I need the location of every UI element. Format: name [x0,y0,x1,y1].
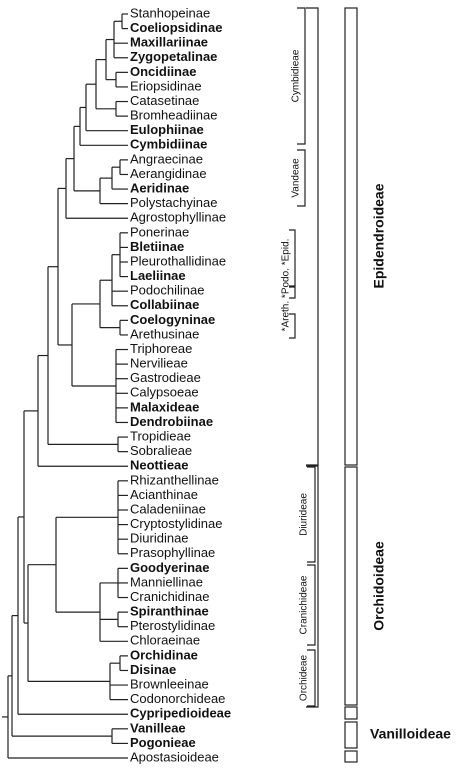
subfamily-box [344,466,358,706]
taxon-label: Eriopsidinae [130,78,202,93]
bracket [306,7,319,466]
taxon-label: Pterostylidinae [130,618,215,633]
taxon-label: Brownleeinae [130,676,209,691]
taxon-label: Cryptostylidinae [130,516,223,531]
taxon-label: Gastrodieae [130,370,201,385]
taxon-label: Cranichidinae [130,589,210,604]
taxon-label: Catasetinae [130,93,199,108]
taxon-label: Arethusinae [130,326,199,341]
taxon-label: Bromheadiinae [130,108,217,123]
bracket [297,7,306,145]
taxon-label: Pogonieae [130,735,196,750]
taxon-label: Ponerinae [130,224,189,239]
bracket [297,149,306,207]
taxon-label: Sobralieae [130,443,192,458]
taxon-label: Coeliopsidinae [130,20,222,35]
tribe-label: *Areth. *Podo. *Epid. [281,239,292,332]
taxon-label: Angraecinae [130,151,203,166]
subfamily-box [344,7,358,466]
subfamily-label: Epidendroideae [371,183,387,288]
taxon-label: Triphoreae [130,341,192,356]
taxon-label: Acianthinae [130,487,198,502]
taxon-label: Laeliinae [130,268,186,283]
taxon-label: Spiranthinae [130,604,209,619]
taxon-label: Malaxideae [130,399,199,414]
taxon-label: Oncidiinae [130,64,196,79]
bracket [289,229,296,287]
bracket [306,465,319,708]
taxon-label: Calypsoeae [130,385,199,400]
taxon-label: Aeridinae [130,180,189,195]
tribe-label: Cymbidieae [291,49,302,102]
subfamily-box [344,721,358,749]
taxon-label: Manniellinae [130,574,203,589]
taxon-label: Aerangidinae [130,166,207,181]
tribe-label: Vandeae [291,158,302,198]
taxon-label: Maxillariinae [130,35,208,50]
taxon-label: Rhizanthellinae [130,472,219,487]
taxon-label: Apostasioideae [130,749,219,764]
taxon-label: Polystachyinae [130,195,217,210]
taxon-label: Codonorchideae [130,691,225,706]
taxon-label: Collabiinae [130,297,199,312]
taxon-label: Prasophyllinae [130,545,215,560]
taxon-label: Caladeniinae [130,501,206,516]
bracket [289,313,296,339]
bracket [289,286,296,299]
taxon-label: Neottieae [130,458,189,473]
bracket [307,466,316,563]
taxon-label: Eulophiinae [130,122,204,137]
tribe-label: Cranichideae [299,575,310,634]
taxon-label: Bletiinae [130,239,184,254]
taxon-label: Cypripedioideae [130,706,231,721]
subfamily-label: Vanilloideae [370,726,451,742]
bracket [307,564,316,646]
taxon-label: Pleurothallidinae [130,253,226,268]
taxon-label: Nervilieae [130,356,188,371]
taxon-label: Vanilleae [130,720,186,735]
taxon-label: Goodyerinae [130,560,209,575]
taxon-label: Cymbidiinae [130,137,207,152]
taxon-label: Diuridinae [130,531,189,546]
taxon-label: Chloraeinae [130,633,200,648]
subfamily-box [344,706,358,720]
taxon-label: Dendrobiinae [130,414,213,429]
taxon-label: Orchidinae [130,647,198,662]
bracket [307,649,316,707]
taxon-label: Podochilinae [130,283,204,298]
tribe-label: Orchideae [299,654,310,701]
taxon-label: Zygopetalinae [130,49,217,64]
taxon-label: Stanhopeinae [130,5,210,20]
subfamily-label: Orchidoideae [371,541,387,631]
tribe-label: Diurideae [299,493,310,536]
taxon-label: Coelogyninae [130,312,215,327]
taxon-label: Tropidieae [130,428,191,443]
taxon-label: Agrostophyllinae [130,210,226,225]
taxon-label: Disinae [130,662,176,677]
subfamily-box [344,750,358,763]
